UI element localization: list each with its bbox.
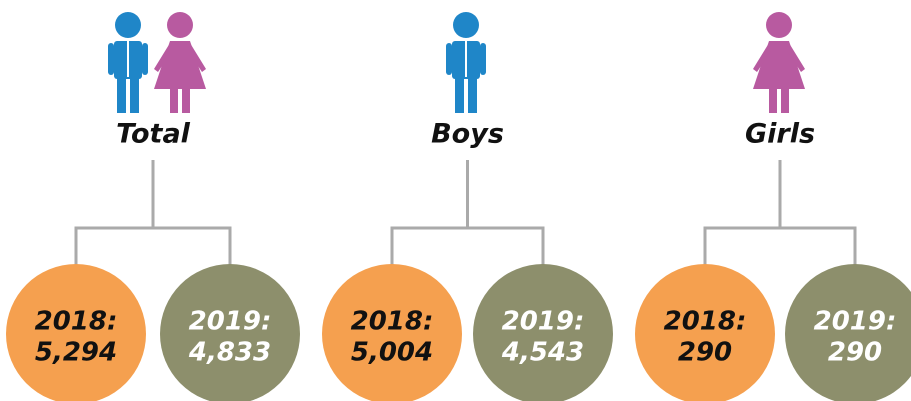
value-label: 4,833 bbox=[188, 338, 271, 368]
boy-icon bbox=[445, 11, 487, 114]
girl-icon bbox=[154, 12, 206, 113]
value-label: 5,294 bbox=[35, 338, 117, 368]
girl-icon bbox=[753, 12, 805, 113]
year-label: 2018: bbox=[35, 307, 118, 337]
value-circle bbox=[785, 264, 911, 401]
year-label: 2019: bbox=[189, 307, 272, 337]
group-label: Boys bbox=[431, 119, 504, 150]
value-circle bbox=[6, 264, 146, 401]
connector bbox=[74, 160, 232, 268]
connector bbox=[390, 160, 545, 268]
value-label: 290 bbox=[678, 338, 732, 368]
value-label: 4,543 bbox=[501, 338, 584, 368]
value-circle bbox=[160, 264, 300, 401]
group-label: Girls bbox=[745, 119, 815, 150]
year-label: 2018: bbox=[351, 307, 434, 337]
group-label: Total bbox=[116, 119, 191, 150]
value-label: 5,004 bbox=[351, 338, 433, 368]
year-label: 2019: bbox=[502, 307, 585, 337]
connector bbox=[703, 160, 857, 268]
year-label: 2019: bbox=[814, 307, 897, 337]
value-circle bbox=[635, 264, 775, 401]
value-circle bbox=[473, 264, 613, 401]
icons bbox=[107, 11, 805, 114]
value-label: 290 bbox=[828, 338, 882, 368]
value-circle bbox=[322, 264, 462, 401]
boy-icon bbox=[107, 11, 149, 114]
year-label: 2018: bbox=[664, 307, 747, 337]
